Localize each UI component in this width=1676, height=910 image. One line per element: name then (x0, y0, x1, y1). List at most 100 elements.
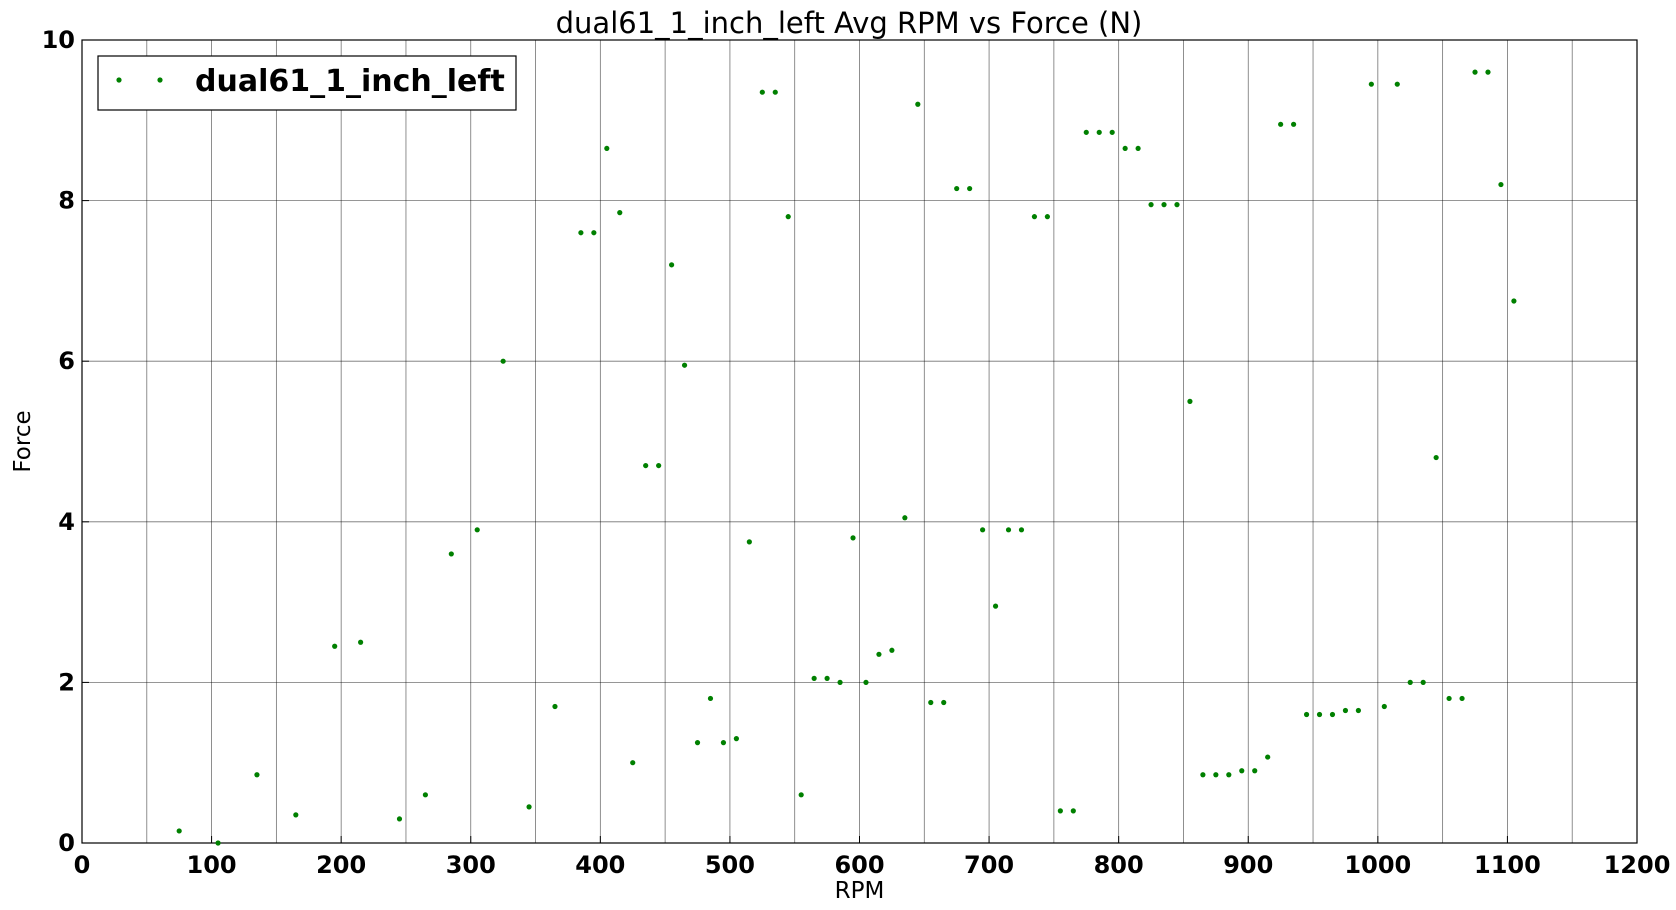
data-point (1291, 121, 1297, 127)
data-point (772, 89, 778, 95)
data-point (630, 760, 636, 766)
data-point (1122, 145, 1128, 152)
data-point (1265, 754, 1271, 760)
data-point (707, 695, 714, 702)
data-point (1226, 772, 1232, 778)
data-point (785, 214, 791, 220)
data-point (889, 647, 895, 653)
data-point (1044, 214, 1050, 220)
x-tick-label: 1100 (1474, 851, 1541, 879)
data-point (643, 462, 649, 469)
chart-title: dual61_1_inch_left Avg RPM vs Force (N) (556, 6, 1143, 40)
x-tick-label: 400 (575, 851, 625, 879)
x-tick-label: 700 (964, 851, 1014, 879)
data-point (1342, 707, 1349, 714)
x-tick-label: 900 (1223, 851, 1273, 879)
legend-marker (116, 77, 122, 83)
data-point (1316, 711, 1323, 718)
data-point (669, 262, 675, 268)
y-tick-label: 0 (58, 829, 75, 857)
data-point (448, 551, 454, 557)
y-tick-label: 4 (58, 508, 75, 536)
data-point (1161, 202, 1167, 208)
data-point (811, 675, 817, 681)
data-point (954, 185, 960, 192)
data-point (850, 535, 856, 541)
data-point (902, 515, 908, 521)
data-point (1446, 695, 1452, 702)
data-point (1381, 703, 1387, 710)
data-point (1057, 808, 1063, 814)
x-tick-label: 100 (187, 851, 237, 879)
legend-box (97, 55, 517, 111)
data-point (396, 816, 403, 822)
data-point (1407, 679, 1413, 686)
x-tick-label: 800 (1094, 851, 1144, 879)
data-point (1213, 772, 1219, 778)
data-point (967, 185, 973, 192)
data-point (656, 462, 662, 469)
data-point (1135, 145, 1141, 152)
x-tick-label: 200 (316, 851, 366, 879)
data-point (422, 792, 428, 798)
data-point (1096, 129, 1102, 135)
data-point (863, 679, 869, 686)
y-tick-label: 10 (42, 26, 75, 54)
data-point (1148, 202, 1154, 208)
x-tick-label: 600 (834, 851, 884, 879)
x-tick-label: 1000 (1344, 851, 1411, 879)
data-point (1459, 695, 1465, 702)
data-point (1018, 527, 1025, 533)
x-axis-label: RPM (835, 878, 885, 904)
data-point (824, 675, 830, 681)
data-point (941, 699, 947, 706)
data-point (915, 101, 921, 107)
data-point (837, 679, 843, 686)
data-point (215, 840, 221, 846)
data-point (604, 145, 610, 152)
data-point (1278, 121, 1284, 127)
y-tick-label: 8 (58, 187, 75, 215)
data-point (681, 362, 688, 368)
data-point (1329, 711, 1336, 718)
data-point (1031, 214, 1038, 220)
data-point (876, 651, 882, 657)
data-point (980, 527, 986, 533)
legend-marker (157, 77, 163, 83)
data-point (1472, 69, 1478, 75)
x-tick-label: 0 (74, 851, 91, 879)
data-points (176, 69, 1517, 846)
data-point (928, 699, 934, 706)
data-point (474, 527, 480, 533)
data-point (1433, 454, 1439, 461)
data-point (1070, 808, 1076, 814)
tick-labels: 0 100 200 300 400 500 600 700 800 900 1000 1100 1200… (42, 26, 1671, 879)
y-axis-label: Force (10, 410, 36, 472)
data-point (720, 740, 727, 746)
data-point (733, 736, 739, 742)
data-point (1485, 69, 1491, 75)
data-point (1083, 129, 1089, 135)
data-point (1511, 298, 1517, 304)
data-point (1252, 768, 1258, 774)
data-point (293, 812, 299, 818)
data-point (1005, 527, 1012, 533)
data-point (1368, 81, 1374, 87)
data-point (332, 643, 338, 649)
data-point (1394, 81, 1400, 87)
data-point (176, 828, 182, 834)
y-tick-label: 6 (58, 347, 75, 375)
legend-entry-label: dual61_1_inch_left (195, 64, 505, 99)
data-point (1420, 679, 1426, 686)
data-point (1109, 129, 1115, 135)
data-point (1303, 711, 1310, 718)
data-point (1174, 202, 1180, 208)
data-point (578, 230, 584, 236)
data-point (1355, 707, 1361, 714)
y-tick-label: 2 (58, 668, 75, 696)
data-point (254, 772, 260, 778)
data-point (358, 639, 364, 645)
data-point (591, 230, 597, 236)
data-point (552, 703, 558, 710)
